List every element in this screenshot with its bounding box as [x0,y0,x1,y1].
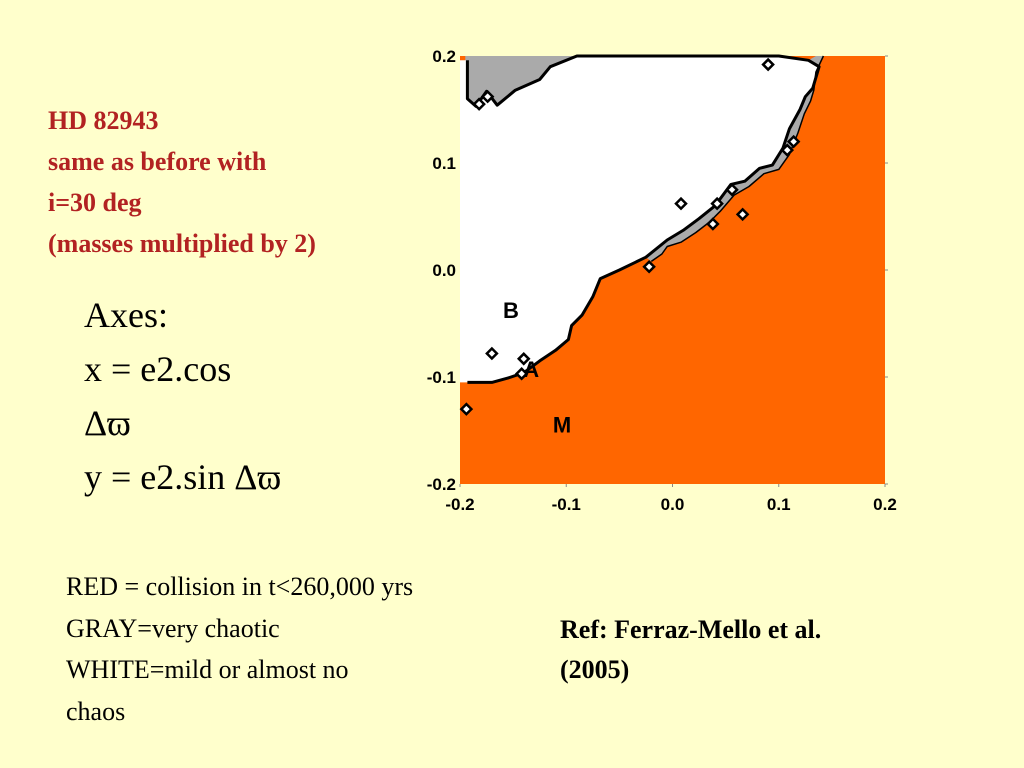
legend-line-red: RED = collision in t<260,000 yrs [66,572,414,601]
y-tick-label: 0.0 [432,261,456,280]
region-label-m: M [553,413,571,438]
chaos-island-marker [642,260,656,274]
chaos-island-marker [514,367,529,381]
x-axis-definition: x = e2.cos [84,349,232,389]
x-tick-label: -0.2 [445,495,474,514]
title-line: HD 82943 [48,106,159,135]
chaos-island-marker [706,217,720,231]
chaos-island-marker [485,346,499,361]
reference: Ref: Ferraz-Mello et al. (2005) [560,610,980,690]
axes-heading: Axes: [84,295,168,335]
chaos-island-marker [472,97,486,111]
legend-line-gray: GRAY=very chaotic [66,613,280,643]
chaos-island-marker [710,196,724,211]
chaos-island-marker [786,134,801,149]
axes-description: Axes: x = e2.cos Δϖ y = e2.sin Δϖ [84,288,281,504]
title-line: i=30 deg [48,188,142,217]
x-tick-label: 0.0 [661,495,685,514]
chaos-island-marker [761,57,775,72]
stability-boundary-contour [465,54,821,384]
region-label-b: B [503,298,519,323]
chaos-island-marker [725,182,739,197]
title-line: same as before with [48,147,267,176]
chaos-island-marker [780,143,795,157]
color-legend: RED = collision in t<260,000 yrs GRAY=ve… [66,566,536,732]
title-line: (masses multiplied by 2) [48,229,316,258]
region-label-a: A [523,357,539,382]
y-tick-label: -0.2 [427,475,456,494]
chaos-island-marker [459,402,474,416]
x-tick-label: -0.1 [552,495,581,514]
x-axis-definition-cont: Δϖ [84,403,131,443]
slide-title: HD 82943 same as before with i=30 deg (m… [48,100,428,264]
legend-line-white-cont: chaos [66,696,126,726]
regular-region [460,56,820,383]
chaotic-band-contour [650,55,825,263]
chaos-island-marker [674,196,688,211]
y-tick-label: 0.2 [432,47,456,66]
x-tick-label: 0.1 [767,495,791,514]
chaos-island-marker [480,89,495,104]
reference-line: Ref: Ferraz-Mello et al. [560,615,822,644]
y-tick-label: 0.1 [432,154,456,173]
y-axis-definition: y = e2.sin Δϖ [84,457,282,497]
chaos-island-marker [516,352,531,366]
legend-line-white: WHITE=mild or almost no [66,655,349,684]
x-tick-label: 0.2 [873,495,897,514]
reference-line: (2005) [560,655,630,684]
chaos-island-marker [735,207,750,222]
y-tick-label: -0.1 [427,368,456,387]
